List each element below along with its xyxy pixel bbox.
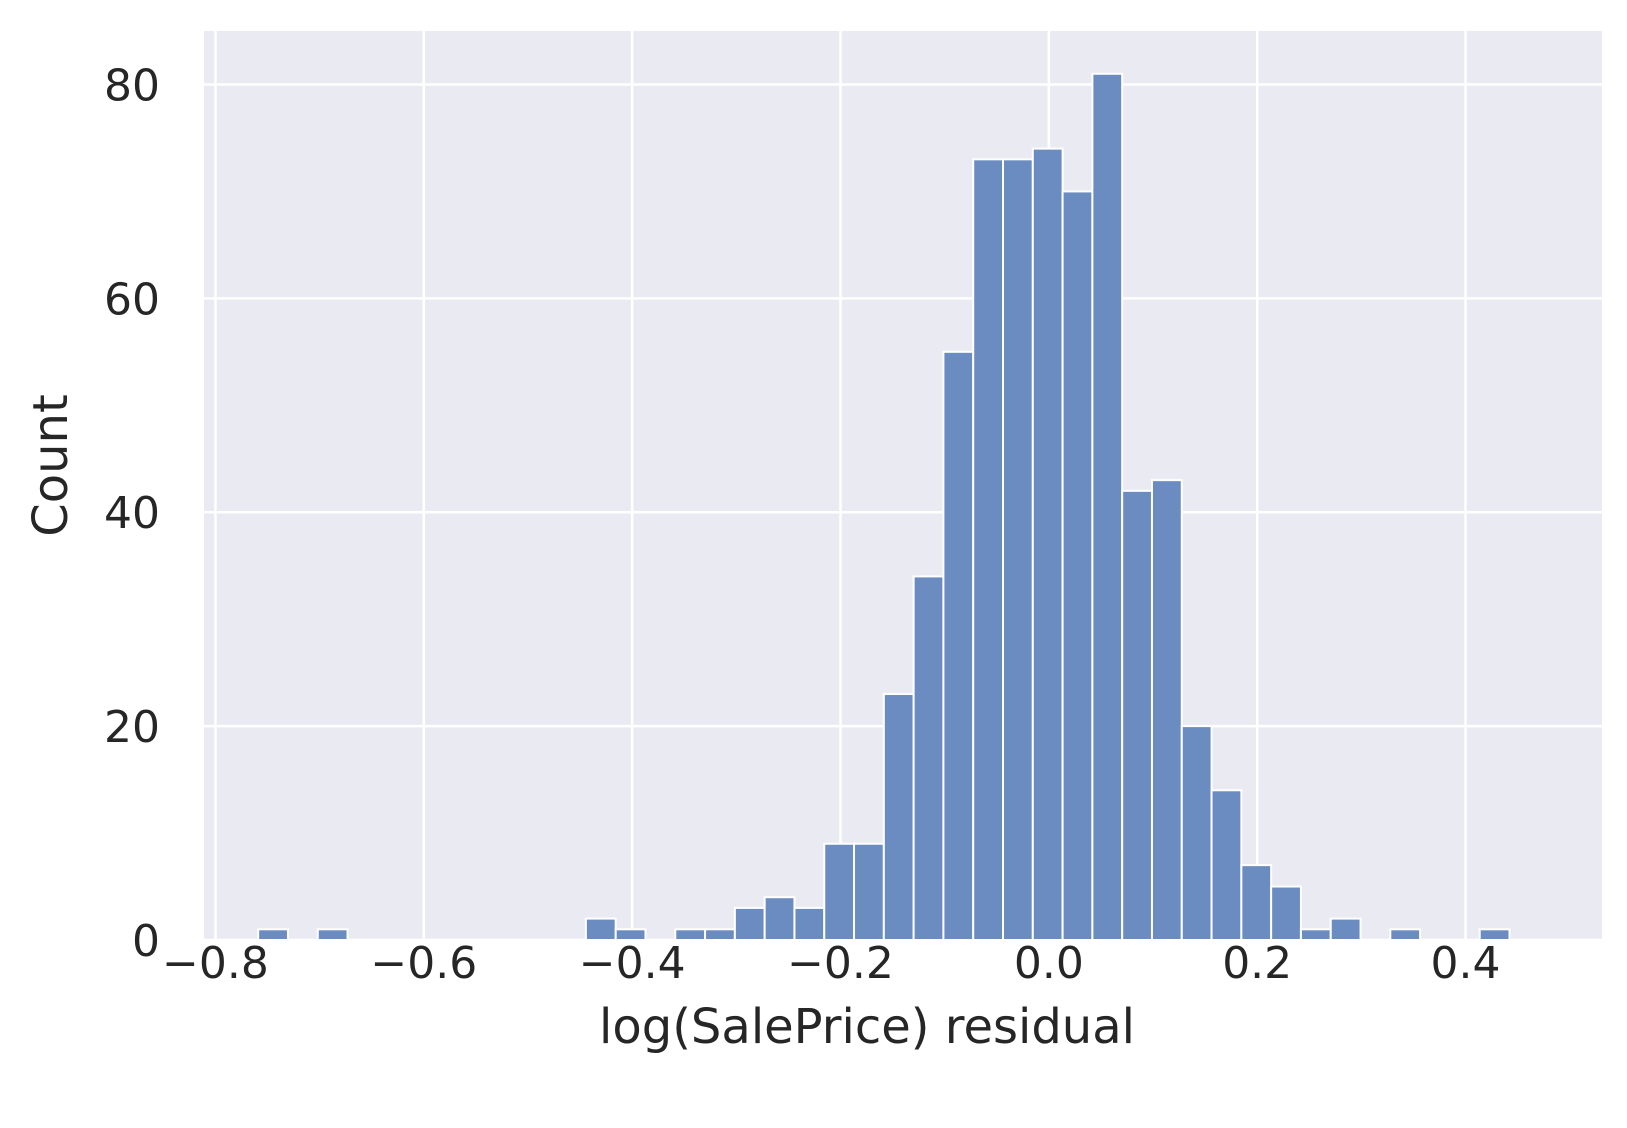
histogram-bar-20 <box>853 842 885 941</box>
x-tick-label-1: −0.6 <box>370 938 477 989</box>
histogram-bar-24 <box>972 158 1005 941</box>
x-axis-ticks: −0.8 −0.6 −0.4 −0.2 0.0 0.2 0.4 <box>162 938 1500 989</box>
histogram-bar-26 <box>1031 147 1064 941</box>
histogram-bar-21 <box>882 693 915 941</box>
y-axis-label: Count <box>23 394 79 537</box>
histogram-bar-34 <box>1270 885 1302 942</box>
histogram-bar-0 <box>257 928 289 942</box>
histogram-bar-17 <box>763 896 796 941</box>
y-tick-label-0: 0 <box>132 916 160 967</box>
histogram-bar-15 <box>704 928 736 942</box>
y-tick-label-4: 80 <box>104 60 160 111</box>
y-tick-label-3: 60 <box>104 274 160 325</box>
histogram-bar-25 <box>1002 158 1034 941</box>
histogram-bar-2 <box>316 928 349 942</box>
histogram-bar-28 <box>1091 72 1124 941</box>
x-tick-label-5: 0.2 <box>1222 938 1292 989</box>
histogram-bars <box>257 72 1511 942</box>
histogram-bar-33 <box>1240 864 1273 941</box>
histogram-bar-35 <box>1299 928 1332 942</box>
y-tick-label-2: 40 <box>104 488 160 539</box>
x-tick-label-0: −0.8 <box>162 938 269 989</box>
y-axis-ticks: 0 20 40 60 80 <box>104 60 160 967</box>
x-axis-label: log(SalePrice) residual <box>599 999 1135 1055</box>
histogram-bar-30 <box>1150 479 1183 941</box>
histogram-bar-18 <box>793 906 826 942</box>
y-tick-label-1: 20 <box>104 702 160 753</box>
x-tick-label-3: −0.2 <box>787 938 894 989</box>
x-tick-label-4: 0.0 <box>1014 938 1084 989</box>
grid-lines <box>204 31 1602 942</box>
histogram-bar-19 <box>823 842 856 941</box>
histogram-bar-16 <box>733 906 766 942</box>
histogram-bar-27 <box>1061 190 1094 942</box>
histogram-bar-29 <box>1121 489 1153 941</box>
histogram-bar-31 <box>1180 725 1213 942</box>
histogram-bar-11 <box>584 917 617 941</box>
histogram-bar-23 <box>942 350 975 941</box>
histogram-bar-36 <box>1329 917 1362 941</box>
histogram-bar-41 <box>1478 928 1511 942</box>
histogram-bar-12 <box>614 928 647 942</box>
x-tick-label-6: 0.4 <box>1431 938 1501 989</box>
x-tick-label-2: −0.4 <box>579 938 686 989</box>
histogram-bar-38 <box>1389 928 1422 942</box>
histogram-bar-22 <box>912 575 945 942</box>
histogram-bar-32 <box>1210 789 1243 941</box>
